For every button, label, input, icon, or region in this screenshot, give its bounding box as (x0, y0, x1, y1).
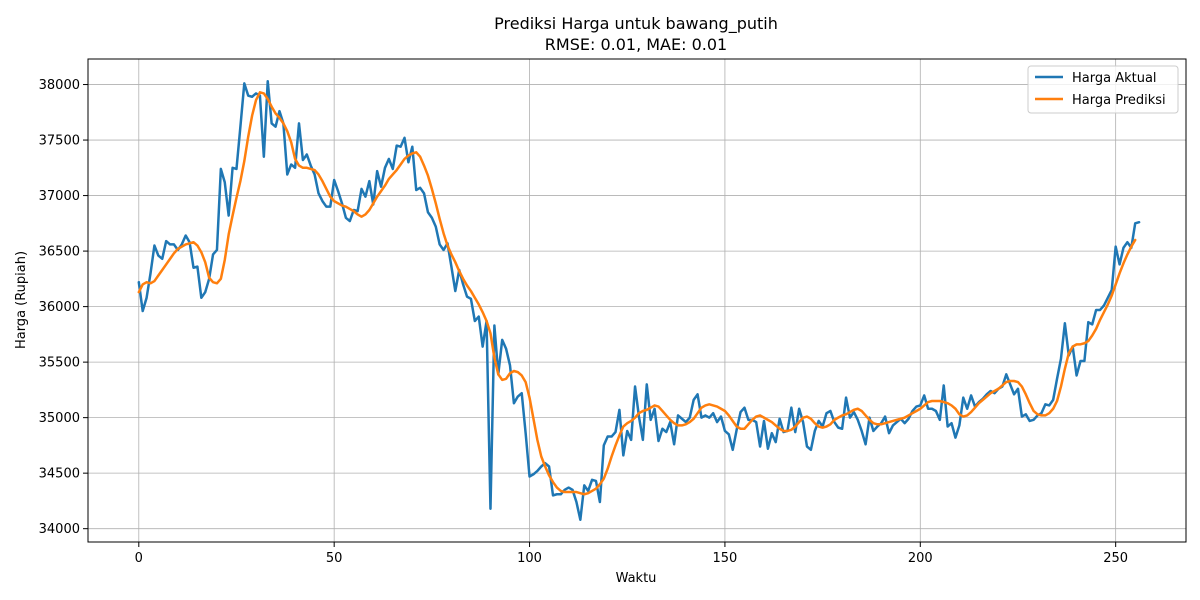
y-tick-label-4: 36000 (39, 300, 80, 315)
legend-label-actual: Harga Aktual (1072, 71, 1157, 86)
chart-subtitle: RMSE: 0.01, MAE: 0.01 (545, 35, 727, 54)
y-tick-label-6: 37000 (39, 189, 80, 204)
y-tick-label-3: 35500 (39, 356, 80, 371)
y-tick-label-2: 35000 (39, 411, 80, 426)
y-tick-label-1: 34500 (39, 467, 80, 482)
plot-area (137, 79, 1141, 522)
chart-title: Prediksi Harga untuk bawang_putih (494, 14, 778, 34)
legend-label-predicted: Harga Prediksi (1072, 93, 1166, 108)
legend: Harga Aktual Harga Prediksi (1027, 65, 1179, 114)
x-tick-label-4: 200 (908, 551, 933, 566)
y-tick-label-8: 38000 (39, 78, 80, 93)
y-tick-label-5: 36500 (39, 245, 80, 260)
x-axis-label: Waktu (616, 571, 657, 586)
x-tick-label-2: 100 (517, 551, 542, 566)
series-line-1 (137, 91, 1137, 496)
legend-box (1027, 65, 1179, 114)
x-tick-label-0: 0 (135, 551, 143, 566)
y-axis-label: Harga (Rupiah) (14, 251, 29, 349)
axis-ticks: 0 50 100 150 200 250 34000 34500 35000 35500 36000… (39, 78, 1128, 566)
plot-frame (87, 58, 1187, 543)
grid (88, 59, 1186, 542)
x-tick-label-5: 250 (1103, 551, 1128, 566)
y-tick-label-7: 37500 (39, 134, 80, 149)
x-tick-label-3: 150 (713, 551, 738, 566)
y-tick-label-0: 34000 (39, 522, 80, 537)
x-tick-label-1: 50 (326, 551, 343, 566)
series-line-0 (137, 79, 1141, 522)
